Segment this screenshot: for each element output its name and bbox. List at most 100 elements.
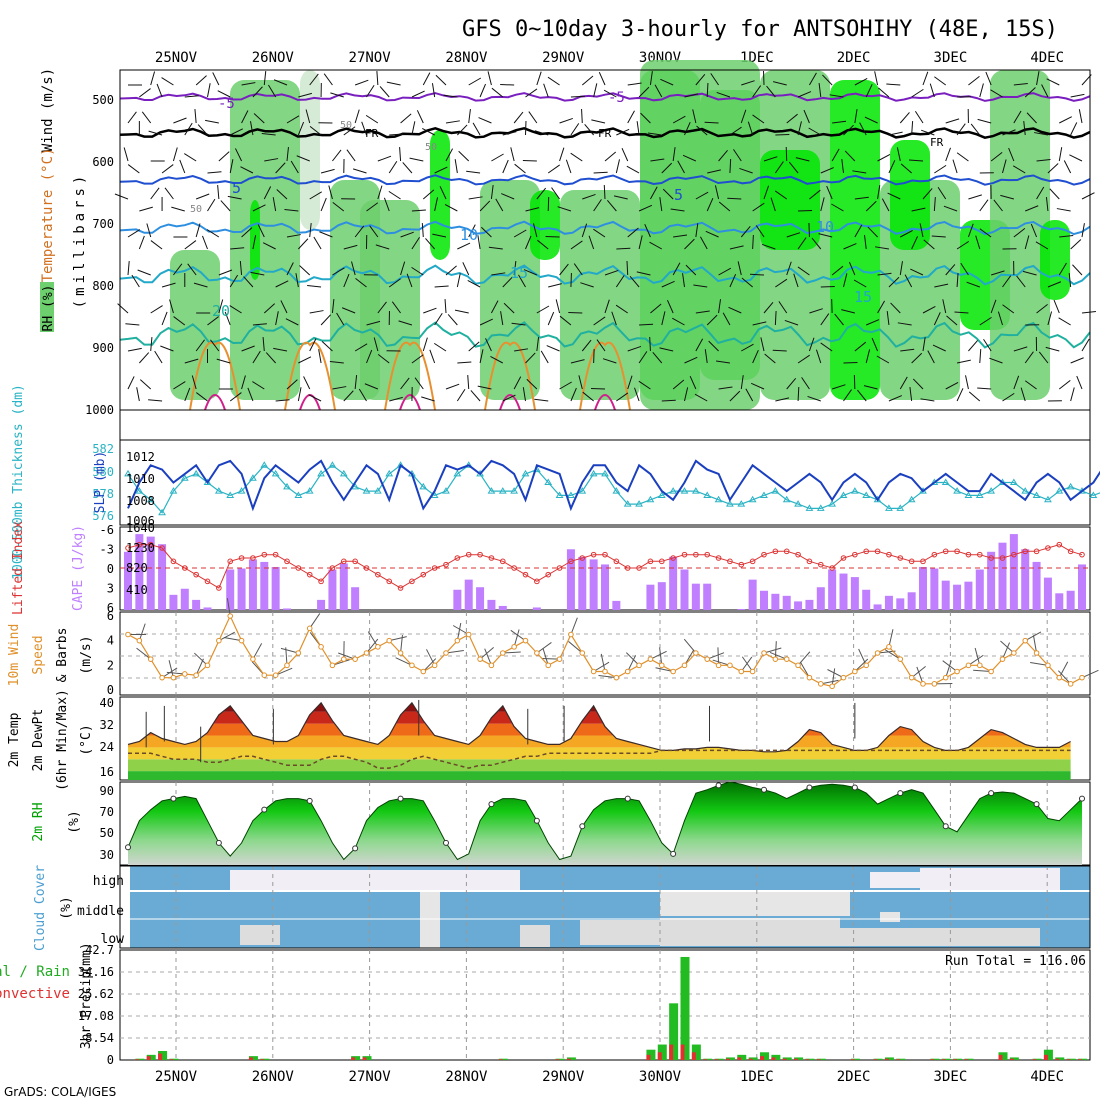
wind-barb [1008, 147, 1015, 162]
wind-barb [729, 126, 742, 136]
wind-barb [355, 277, 367, 288]
wind-speed-marker [840, 674, 847, 681]
wind-barb [570, 152, 583, 162]
bottom-date-label: 3DEC [934, 1069, 968, 1085]
wind-barb [741, 277, 753, 288]
wind-barb [871, 337, 879, 352]
thickness-marker [612, 487, 621, 494]
cape-bar [487, 599, 496, 610]
wind-barb [127, 229, 141, 238]
panel-frame [119, 69, 1091, 411]
wind-barb [468, 109, 471, 124]
wind-barb [323, 73, 333, 86]
contour-label-5-b: 5 [674, 186, 683, 204]
rh-marker [761, 786, 767, 793]
tick-label: 8.54 [85, 1031, 114, 1045]
wind-barb [985, 71, 992, 86]
wind-barb [1059, 116, 1072, 124]
wind-barb [173, 381, 186, 390]
wind-barb [445, 148, 454, 162]
wind-barb [513, 629, 520, 647]
wind-barb [1000, 640, 1015, 654]
wind-barb [1081, 223, 1085, 238]
wind-barb [1058, 317, 1071, 326]
bottom-date-label: 27NOV [349, 1069, 392, 1085]
wind-barb [625, 652, 640, 666]
top-date-label: 29NOV [542, 50, 585, 66]
wind-barb [739, 167, 753, 174]
lifted-index-marker [817, 561, 824, 568]
wind-barb [253, 113, 265, 124]
lifted-index-marker [829, 565, 835, 571]
thickness-marker [271, 469, 280, 477]
wind-barb [332, 386, 347, 390]
contour-label-15-a: 15 [510, 264, 528, 282]
precip-convective-bar [782, 1058, 787, 1060]
wind-barb [684, 93, 699, 98]
lifted-index-marker [681, 551, 688, 558]
wind-barb [313, 236, 322, 250]
wind-barb [911, 236, 919, 250]
wind-barb [422, 189, 435, 200]
wind-barb [1047, 281, 1062, 288]
wind-barb [456, 388, 466, 402]
wind-barb [1023, 121, 1026, 136]
wind-barb [127, 111, 137, 124]
wind-barb [570, 359, 585, 364]
lifted-index-marker [908, 558, 915, 565]
wind-barb [741, 656, 754, 672]
wind-barb [1046, 78, 1060, 86]
wind-barb [718, 201, 731, 212]
wind-barb [490, 185, 494, 200]
wind-barb [376, 70, 379, 86]
wind-barb [1013, 227, 1026, 238]
lifted-index-marker [147, 541, 154, 548]
thickness-marker [953, 487, 961, 494]
wind-speed-marker [397, 650, 404, 656]
chart-title: GFS 0~10day 3-hourly for ANTSOHIHY (48E,… [462, 17, 1058, 42]
tick-label: 800 [92, 279, 114, 293]
wind-barb [684, 356, 698, 364]
wind-barb [593, 83, 598, 98]
relative-humidity-panel: 90 70 50 30 [100, 781, 1091, 866]
lifted-index-marker [942, 548, 949, 555]
precip-total-bar [680, 956, 690, 1060]
wind-barb [820, 342, 833, 352]
wind-barb [543, 83, 549, 98]
wind-barb [275, 667, 293, 676]
wind-barb [911, 207, 926, 212]
wind-barb [945, 264, 956, 276]
wind-barb [1036, 303, 1048, 314]
wind-barb [207, 171, 222, 174]
lifted-index-marker [920, 558, 926, 565]
wind-barb [877, 153, 891, 162]
wind-barb [328, 185, 333, 200]
wind-barb [220, 200, 231, 212]
cape-bar [1021, 549, 1030, 610]
cape-lifted-index-panel: -6 -3 0 3 6 1640 1230 820 410 [100, 521, 1091, 615]
precip-legend-convective: Convective [0, 986, 70, 1002]
wind-barb [968, 194, 982, 200]
wind-barb [841, 309, 855, 314]
wind-barb [146, 223, 152, 238]
wind-barb [627, 82, 642, 86]
thickness-marker [453, 469, 462, 477]
wind-barb [922, 337, 926, 352]
wind-barb [581, 108, 583, 124]
wind-barb [1030, 223, 1038, 238]
wind-barb [295, 273, 299, 288]
wind-speed-marker [749, 668, 756, 675]
wind-barb [195, 339, 205, 352]
thickness-line [127, 464, 1100, 514]
temp-band [128, 771, 1071, 780]
wind-speed-marker [1045, 662, 1051, 669]
wind-barb [546, 345, 560, 352]
wind-barb [218, 269, 233, 276]
wind-barb [584, 123, 595, 136]
wind-barb [946, 315, 958, 326]
wind-barb [1058, 262, 1067, 276]
wind-barb [276, 189, 288, 200]
wind-barb [388, 278, 401, 288]
wind-barb [247, 387, 254, 402]
thickness-marker [305, 487, 314, 494]
